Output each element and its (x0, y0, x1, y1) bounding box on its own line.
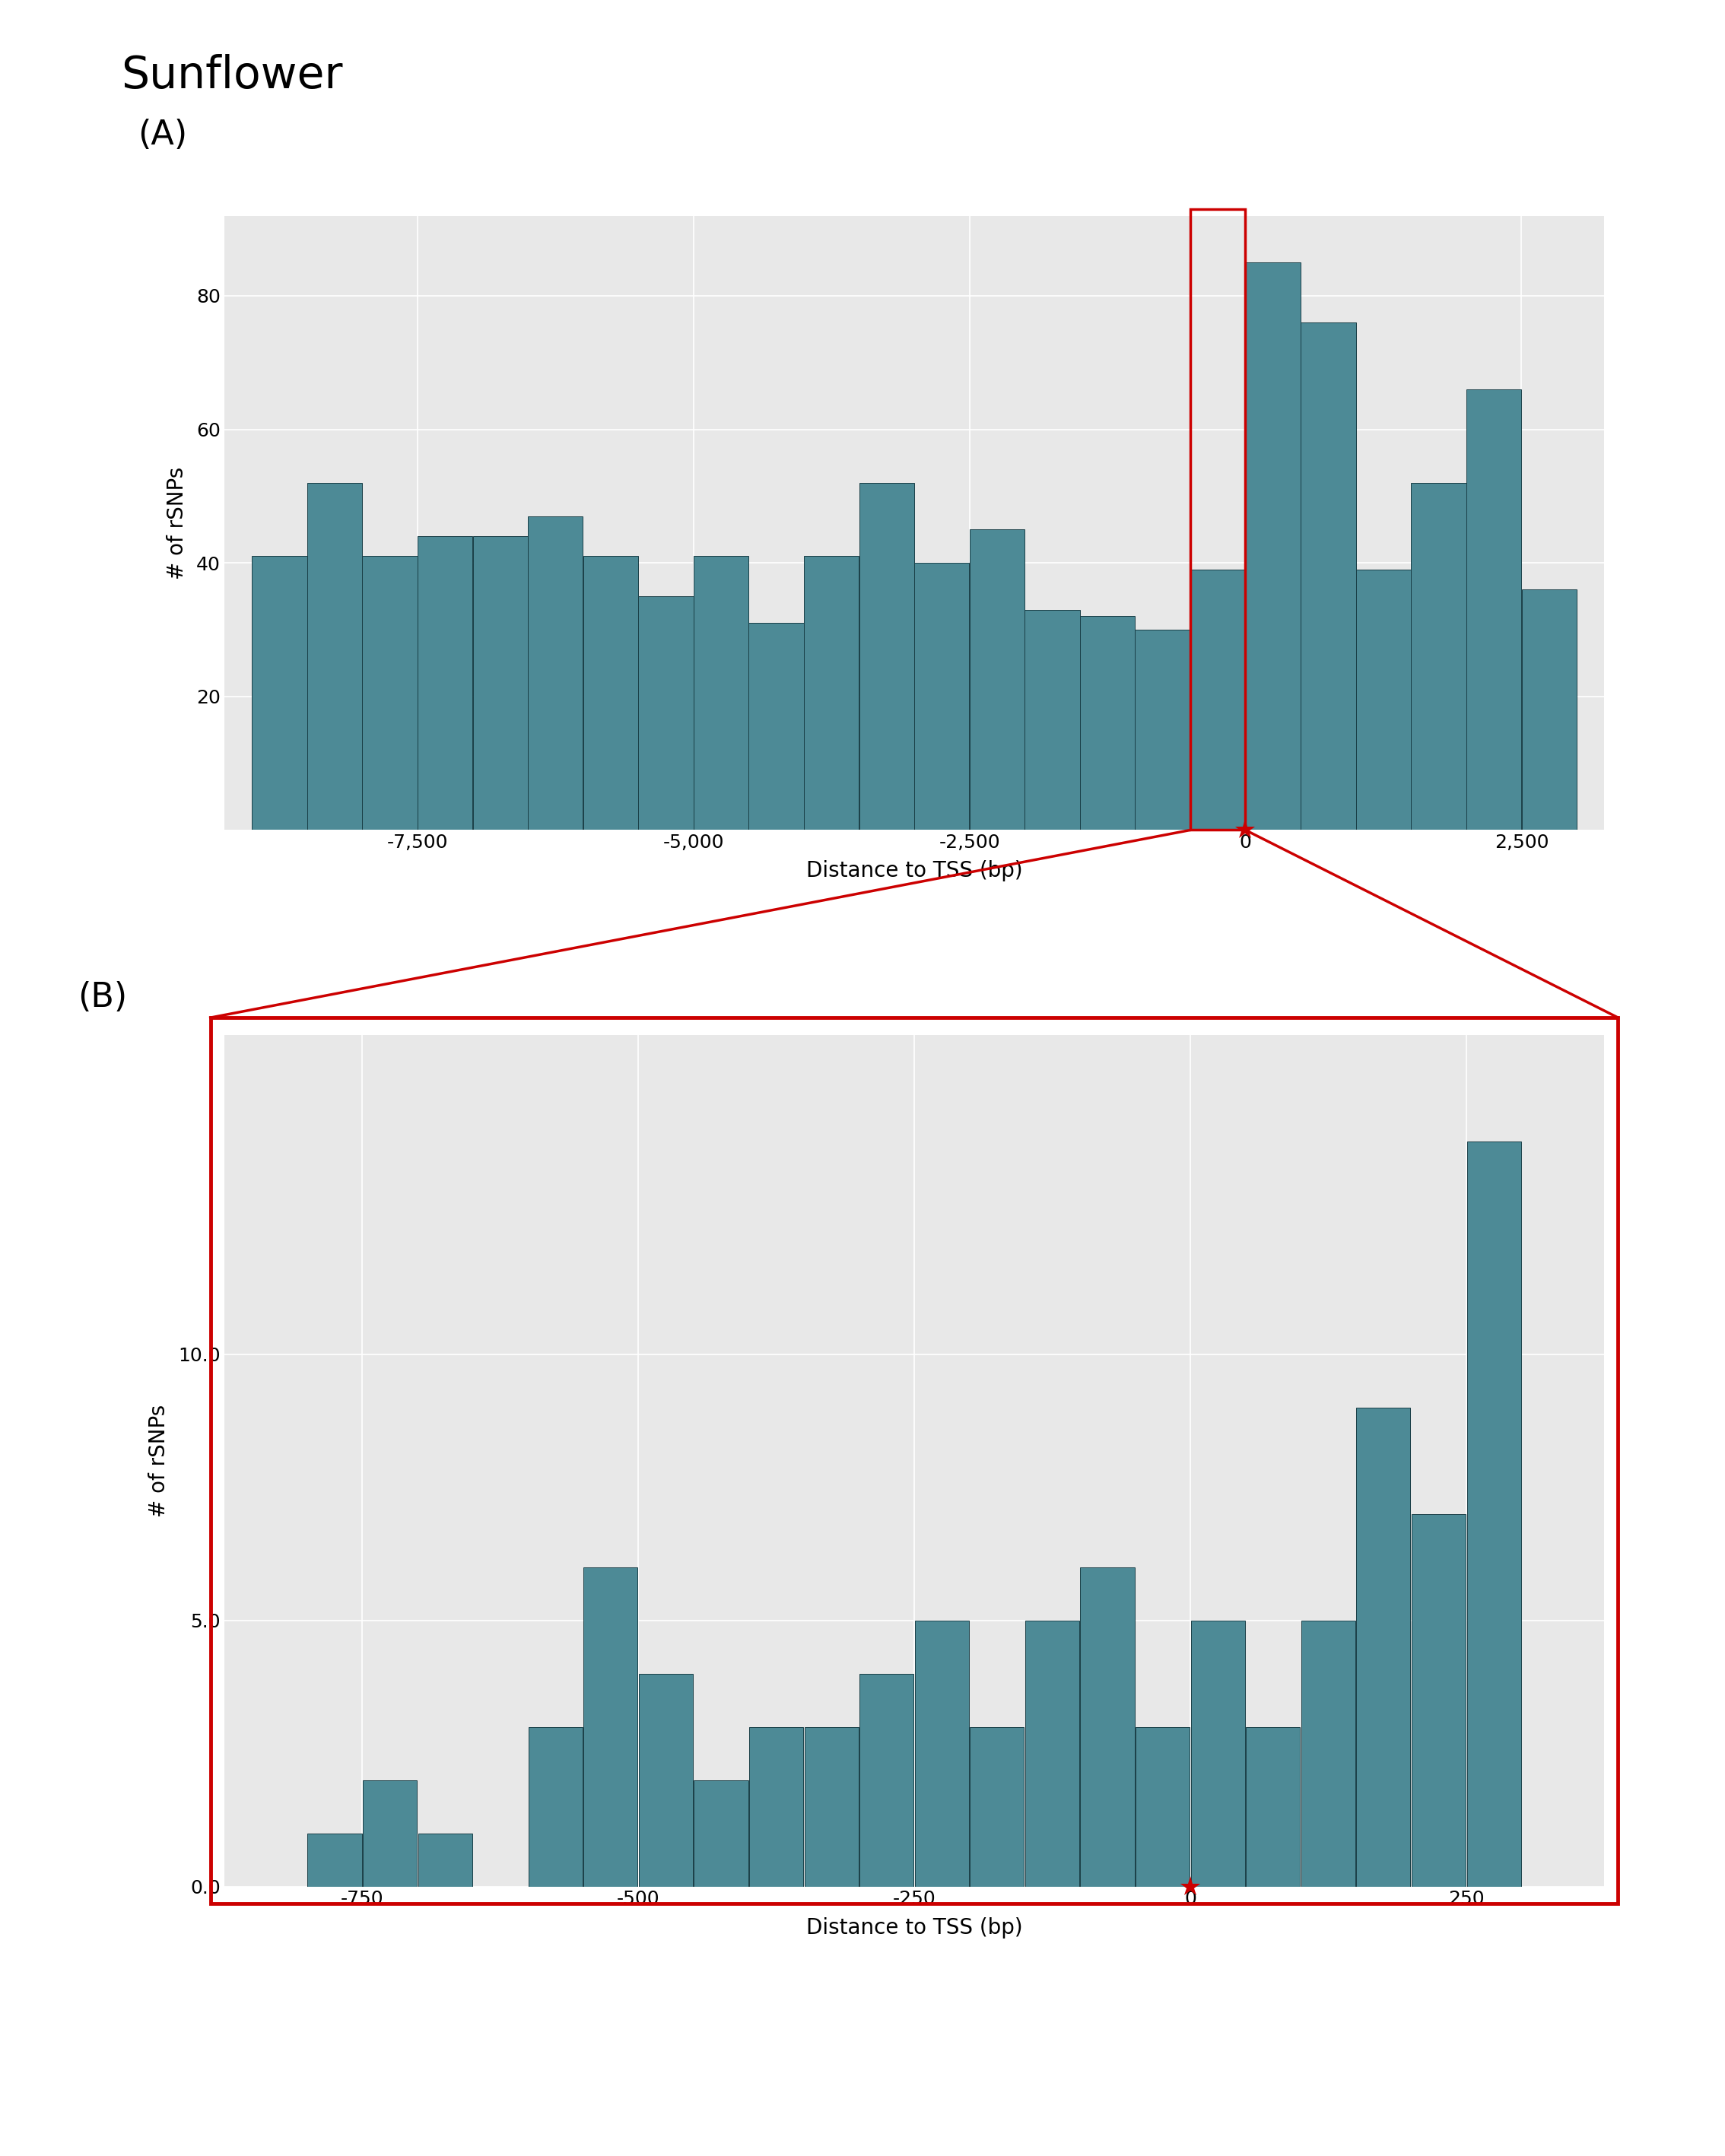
Bar (1025, 610, 1080, 830)
Bar (1466, 1141, 1521, 1886)
Y-axis label: # of rSNPs: # of rSNPs (148, 1404, 169, 1518)
Bar (1245, 263, 1301, 830)
Bar (417, 537, 473, 830)
Y-axis label: # of rSNPs: # of rSNPs (167, 466, 188, 580)
Bar (1521, 589, 1577, 830)
Bar (417, 1833, 473, 1886)
Bar (583, 556, 638, 830)
Bar (583, 1567, 638, 1886)
X-axis label: Distance to TSS (bp): Distance to TSS (bp) (806, 1917, 1023, 1938)
Bar (1080, 617, 1135, 830)
Bar (1411, 1514, 1466, 1886)
Bar (1245, 1727, 1301, 1886)
Bar (1190, 209, 1245, 830)
Bar (1135, 1727, 1190, 1886)
Bar (1411, 483, 1466, 830)
Text: Sunflower: Sunflower (121, 54, 343, 97)
Bar (859, 1673, 914, 1886)
Bar (1025, 1621, 1080, 1886)
Bar (1135, 630, 1190, 830)
Bar (969, 530, 1025, 830)
Bar (859, 483, 914, 830)
Bar (1301, 323, 1356, 830)
Bar (528, 1727, 583, 1886)
Bar (914, 1621, 969, 1886)
Bar (362, 1781, 417, 1886)
Bar (1466, 390, 1521, 830)
Bar (1301, 1621, 1356, 1886)
Bar (804, 1727, 859, 1886)
Bar (528, 515, 583, 830)
Bar (914, 563, 969, 830)
Bar (638, 597, 693, 830)
Bar (307, 483, 362, 830)
Bar (693, 556, 749, 830)
Bar (693, 1781, 749, 1886)
Bar (252, 556, 307, 830)
Text: (A): (A) (138, 119, 188, 151)
Bar (362, 556, 417, 830)
Bar (638, 1673, 693, 1886)
Bar (473, 537, 528, 830)
Bar (969, 1727, 1025, 1886)
X-axis label: Distance to TSS (bp): Distance to TSS (bp) (806, 860, 1023, 882)
Bar (1080, 1567, 1135, 1886)
Bar (749, 623, 804, 830)
Text: (B): (B) (78, 981, 128, 1013)
Bar (1190, 1621, 1245, 1886)
Bar (1356, 1408, 1411, 1886)
Bar (804, 556, 859, 830)
Bar (1356, 569, 1411, 830)
Bar (749, 1727, 804, 1886)
Bar (1190, 569, 1245, 830)
Bar (307, 1833, 362, 1886)
